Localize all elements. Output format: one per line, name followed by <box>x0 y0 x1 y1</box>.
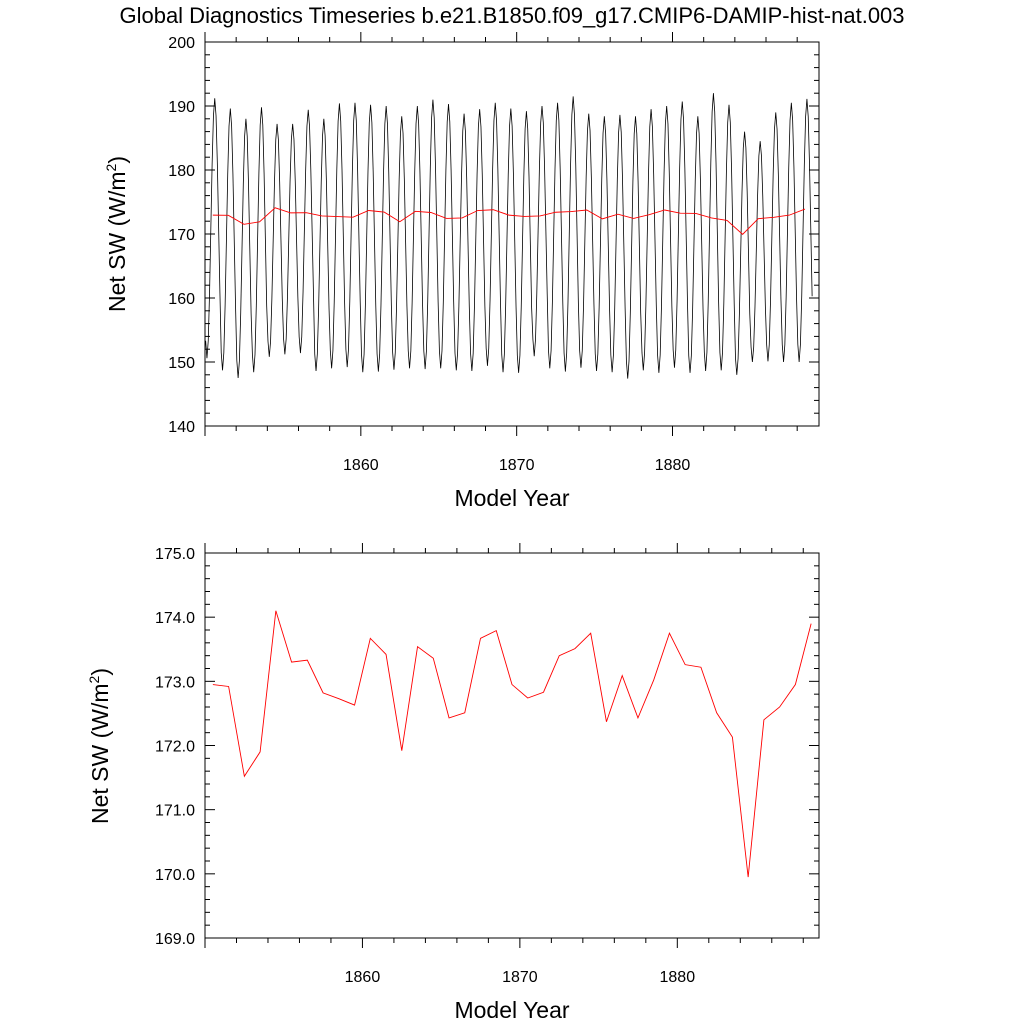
y-tick-label: 171.0 <box>155 803 195 820</box>
y-tick-label: 170.0 <box>155 867 195 884</box>
y-tick-label: 190 <box>168 99 195 116</box>
y-tick-label: 172.0 <box>155 739 195 756</box>
figure-title: Global Diagnostics Timeseries b.e21.B185… <box>119 3 904 28</box>
y-tick-label: 150 <box>168 355 195 372</box>
top-panel: 140 150 160 170 180 190 200 1860 1870 1880 Model Y… <box>103 32 820 511</box>
y-tick-label: 160 <box>168 291 195 308</box>
y-tick-label: 175.0 <box>155 546 195 563</box>
y-tick-label: 169.0 <box>155 931 195 948</box>
y-tick-label: 173.0 <box>155 674 195 691</box>
y-tick-label: 180 <box>168 163 195 180</box>
y-tick-label: 170 <box>168 227 195 244</box>
y-tick-label: 174.0 <box>155 610 195 627</box>
x-tick-label: 1870 <box>502 969 538 986</box>
x-axis-label: Model Year <box>454 485 569 511</box>
x-tick-label: 1860 <box>345 969 381 986</box>
series-line-1 <box>212 207 806 235</box>
plot-frame <box>204 552 820 939</box>
x-tick-label: 1880 <box>655 457 691 474</box>
x-tick-label: 1860 <box>343 457 379 474</box>
x-tick-label: 1880 <box>660 969 696 986</box>
plot-frame <box>204 41 820 427</box>
series-line-0 <box>212 610 812 878</box>
y-axis-label: Net SW (W/m2) <box>103 156 130 312</box>
x-axis-label: Model Year <box>454 997 569 1023</box>
y-tick-label: 200 <box>168 35 195 52</box>
y-axis-label: Net SW (W/m2) <box>86 668 113 824</box>
series-line-0 <box>205 93 813 379</box>
y-tick-label: 140 <box>168 419 195 436</box>
x-tick-label: 1870 <box>499 457 535 474</box>
bottom-panel: 169.0 170.0 171.0 172.0 173.0 174.0 175.0 1860 1… <box>86 543 820 1023</box>
